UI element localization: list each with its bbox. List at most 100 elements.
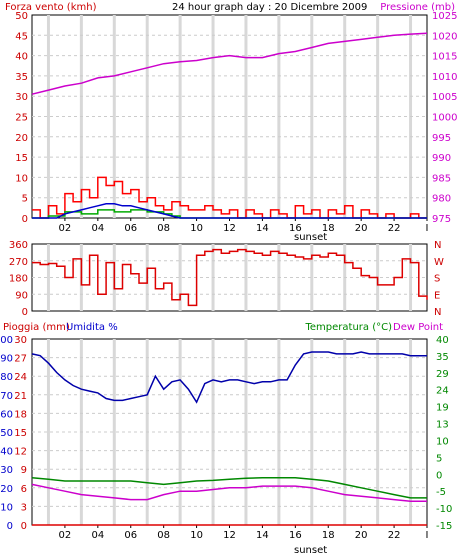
temperature-tick-label: 40	[436, 335, 449, 346]
rain-tick-label: 30	[14, 335, 27, 346]
wind-tick-label: 40	[15, 52, 28, 63]
temperature-tick-label: 29	[436, 369, 449, 380]
plot-frame-weather	[31, 338, 428, 526]
x-tick-label: 02	[59, 223, 72, 234]
pressure-tick-label: 990	[432, 153, 451, 164]
wind-speed-green-line	[32, 209, 427, 219]
pressure-tick-label: 1025	[432, 11, 457, 22]
humidity-tick-label: 50	[0, 428, 13, 439]
x-tick-label: 22	[388, 223, 401, 234]
temperature-tick-label: 24	[436, 386, 449, 397]
wind-tick-label: 30	[15, 92, 28, 103]
rain-tick-label: 21	[14, 391, 27, 402]
humidity-tick-label: 20	[0, 484, 13, 495]
x-tick-label: 14	[256, 530, 269, 541]
x-tick-label: 18	[322, 223, 335, 234]
humidity-tick-label: 40	[0, 447, 13, 458]
x-tick-label: 04	[91, 530, 104, 541]
direction-tick-label: 270	[9, 257, 28, 268]
wind-tick-label: 5	[22, 194, 28, 205]
wind-tick-label: 10	[15, 173, 28, 184]
wind-tick-label: 35	[15, 72, 28, 83]
x-tick-label: 08	[157, 530, 170, 541]
rain-tick-label: 18	[14, 409, 27, 420]
compass-tick-label: N	[434, 240, 441, 251]
temperature-tick-label: 13	[436, 420, 449, 431]
sunset-label-bottom: sunset	[294, 545, 327, 555]
x-tick-label: 16	[289, 223, 302, 234]
humidity-tick-label: 60	[0, 409, 13, 420]
humidity-tick-label: 0	[7, 521, 13, 532]
direction-tick-label: 90	[15, 290, 28, 301]
rain-tick-label: 6	[21, 484, 27, 495]
pressure-line	[31, 32, 428, 95]
rain-tick-label: 12	[14, 447, 27, 458]
rain-tick-label: 27	[14, 354, 27, 365]
humidity-tick-label: 70	[0, 391, 13, 402]
pressure-tick-label: 1000	[432, 113, 457, 124]
wind-average-line	[32, 203, 427, 219]
temperature-tick-label: 5	[436, 453, 442, 464]
humidity-axis-label: Umidita %	[66, 322, 118, 333]
x-tick-label: 06	[124, 223, 137, 234]
humidity-tick-label: 10	[0, 502, 13, 513]
temperature-line	[31, 476, 427, 499]
temperature-tick-label: 19	[436, 403, 449, 414]
rain-tick-label: 9	[21, 465, 27, 476]
pressure-tick-label: 1010	[432, 72, 457, 83]
pressure-tick-label: 980	[432, 194, 451, 205]
humidity-line	[31, 351, 427, 404]
x-tick-label: 12	[223, 530, 236, 541]
pressure-tick-label: 1020	[432, 31, 457, 42]
x-tick-label: 12	[223, 223, 236, 234]
x-tick-label: 14	[256, 223, 269, 234]
rain-axis-label: Pioggia (mm)	[3, 322, 70, 333]
wind-tick-label: 45	[15, 31, 28, 42]
x-tick-label: I	[426, 223, 429, 234]
plot-frame-wind	[31, 14, 428, 219]
rain-tick-label: 0	[21, 521, 27, 532]
dew-point-line	[31, 483, 427, 503]
wind-tick-label: 15	[15, 153, 28, 164]
temperature-tick-label: -15	[436, 521, 452, 532]
pressure-tick-label: 1015	[432, 52, 457, 63]
rain-tick-label: 15	[14, 428, 27, 439]
x-tick-label: 02	[59, 530, 72, 541]
rain-tick-label: 24	[14, 372, 27, 383]
x-tick-label: 20	[355, 223, 368, 234]
direction-tick-label: 180	[9, 274, 28, 285]
temperature-tick-label: 10	[436, 436, 449, 447]
wind-pressure-panel: 0510152025303540455097598098599099510001…	[15, 11, 457, 234]
compass-tick-label: W	[434, 257, 444, 268]
compass-tick-label: N	[434, 307, 441, 318]
x-tick-label: 06	[124, 530, 137, 541]
pressure-tick-label: 975	[432, 214, 451, 225]
rain-humidity-temperature-panel: 0369121518212427300102030405060708090100…	[0, 335, 452, 541]
humidity-tick-label: 30	[0, 465, 13, 476]
pressure-tick-label: 995	[432, 133, 451, 144]
wind-tick-label: 20	[15, 133, 28, 144]
x-tick-label: 10	[190, 530, 203, 541]
x-tick-label: I	[426, 530, 429, 541]
temperature-axis-label: Temperatura (°C)	[304, 322, 392, 333]
pressure-tick-label: 1005	[432, 92, 457, 103]
wind-tick-label: 50	[15, 11, 28, 22]
wind-tick-label: 0	[22, 214, 28, 225]
pressure-tick-label: 985	[432, 173, 451, 184]
humidity-tick-label: 80	[0, 372, 13, 383]
chart-title: 24 hour graph day : 20 Dicembre 2009	[172, 2, 367, 13]
x-tick-label: 04	[91, 223, 104, 234]
compass-tick-label: S	[434, 274, 440, 285]
direction-tick-label: 360	[9, 240, 28, 251]
dew-point-axis-label: Dew Point	[393, 322, 443, 333]
wind-direction-line	[32, 248, 428, 307]
x-tick-label: 18	[322, 530, 335, 541]
wind-axis-label: Forza vento (kmh)	[5, 2, 97, 13]
sunset-label: sunset	[294, 232, 327, 243]
rain-tick-label: 3	[21, 502, 27, 513]
x-tick-label: 22	[388, 530, 401, 541]
pressure-axis-label: Pressione (mb)	[380, 2, 455, 13]
wind-tick-label: 25	[15, 113, 28, 124]
